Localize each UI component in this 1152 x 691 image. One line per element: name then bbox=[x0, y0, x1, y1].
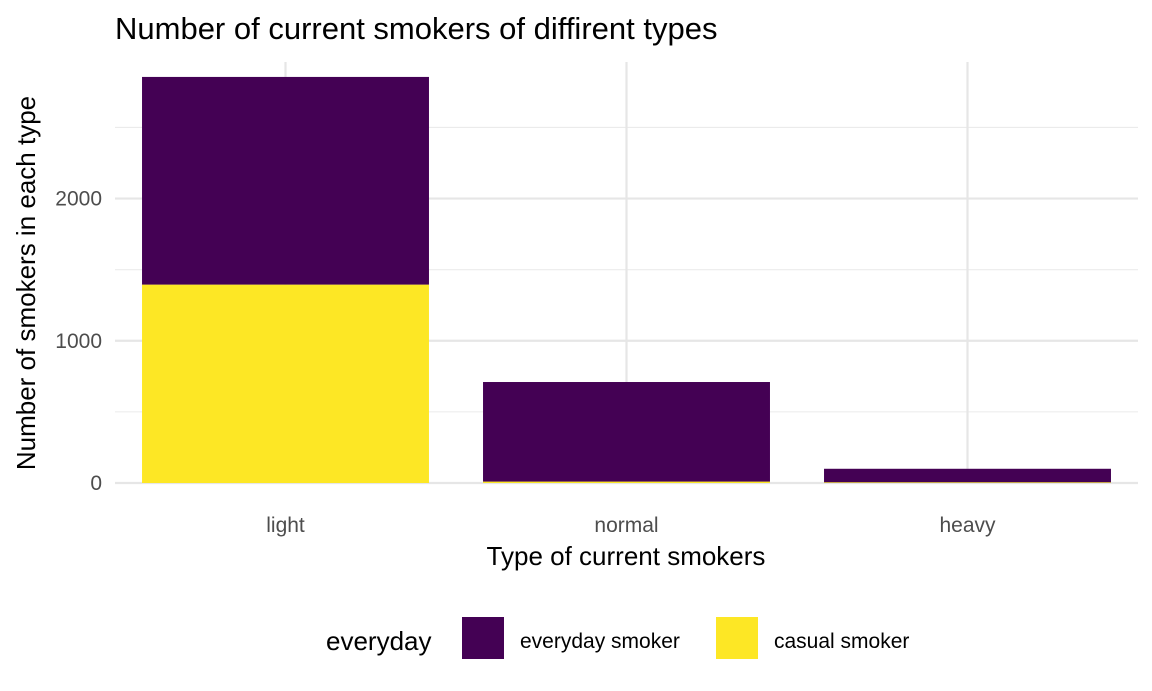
bars bbox=[142, 76, 1111, 483]
y-tick-label: 0 bbox=[90, 472, 102, 495]
x-axis-ticks: light normal heavy bbox=[266, 514, 996, 537]
legend-label-casual-smoker: casual smoker bbox=[774, 630, 909, 653]
legend-key-everyday-smoker bbox=[462, 617, 504, 659]
bar-normal-everyday-smoker bbox=[483, 382, 770, 482]
legend: everyday everyday smoker casual smoker bbox=[326, 617, 909, 659]
bar-heavy-casual-smoker bbox=[824, 482, 1111, 483]
y-axis-title: Number of smokers in each type bbox=[11, 96, 41, 470]
bar-heavy-everyday-smoker bbox=[824, 468, 1111, 483]
legend-key-casual-smoker bbox=[716, 617, 758, 659]
legend-title: everyday bbox=[326, 626, 432, 656]
legend-label-everyday-smoker: everyday smoker bbox=[520, 630, 680, 653]
x-tick-label-heavy: heavy bbox=[939, 514, 996, 537]
x-tick-label-normal: normal bbox=[594, 514, 658, 537]
y-axis-ticks: 0 1000 2000 bbox=[55, 188, 102, 495]
bar-normal-casual-smoker bbox=[483, 481, 770, 483]
y-tick-label: 2000 bbox=[55, 188, 102, 211]
bar-light-everyday-smoker bbox=[142, 76, 429, 285]
y-tick-label: 1000 bbox=[55, 330, 102, 353]
x-axis-title: Type of current smokers bbox=[487, 541, 766, 571]
x-tick-label-light: light bbox=[266, 514, 305, 537]
bar-light-casual-smoker bbox=[142, 284, 429, 483]
chart-title: Number of current smokers of diffirent t… bbox=[115, 11, 717, 46]
